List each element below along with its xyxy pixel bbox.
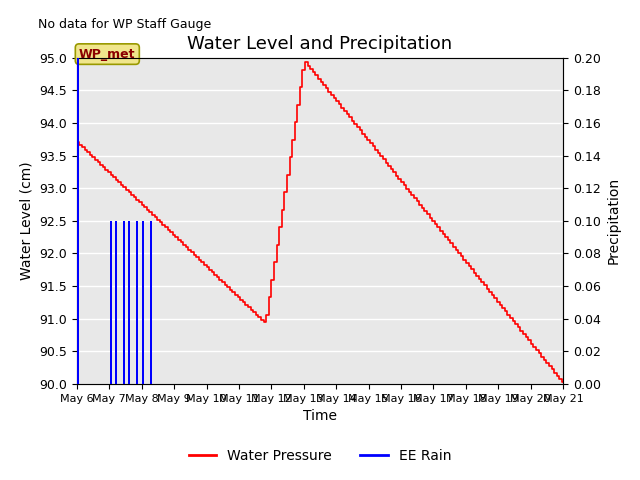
Title: Water Level and Precipitation: Water Level and Precipitation [188, 35, 452, 53]
Bar [142, 221, 144, 384]
Bar [115, 221, 116, 384]
Text: No data for WP Staff Gauge: No data for WP Staff Gauge [38, 19, 211, 32]
Text: WP_met: WP_met [79, 48, 136, 60]
Bar [77, 58, 79, 384]
Bar [136, 221, 138, 384]
Bar [110, 221, 112, 384]
Y-axis label: Water Level (cm): Water Level (cm) [20, 161, 34, 280]
X-axis label: Time: Time [303, 409, 337, 423]
Bar [150, 221, 152, 384]
Y-axis label: Precipitation: Precipitation [607, 177, 620, 264]
Legend: Water Pressure, EE Rain: Water Pressure, EE Rain [183, 444, 457, 468]
Bar [123, 221, 125, 384]
Bar [128, 221, 130, 384]
